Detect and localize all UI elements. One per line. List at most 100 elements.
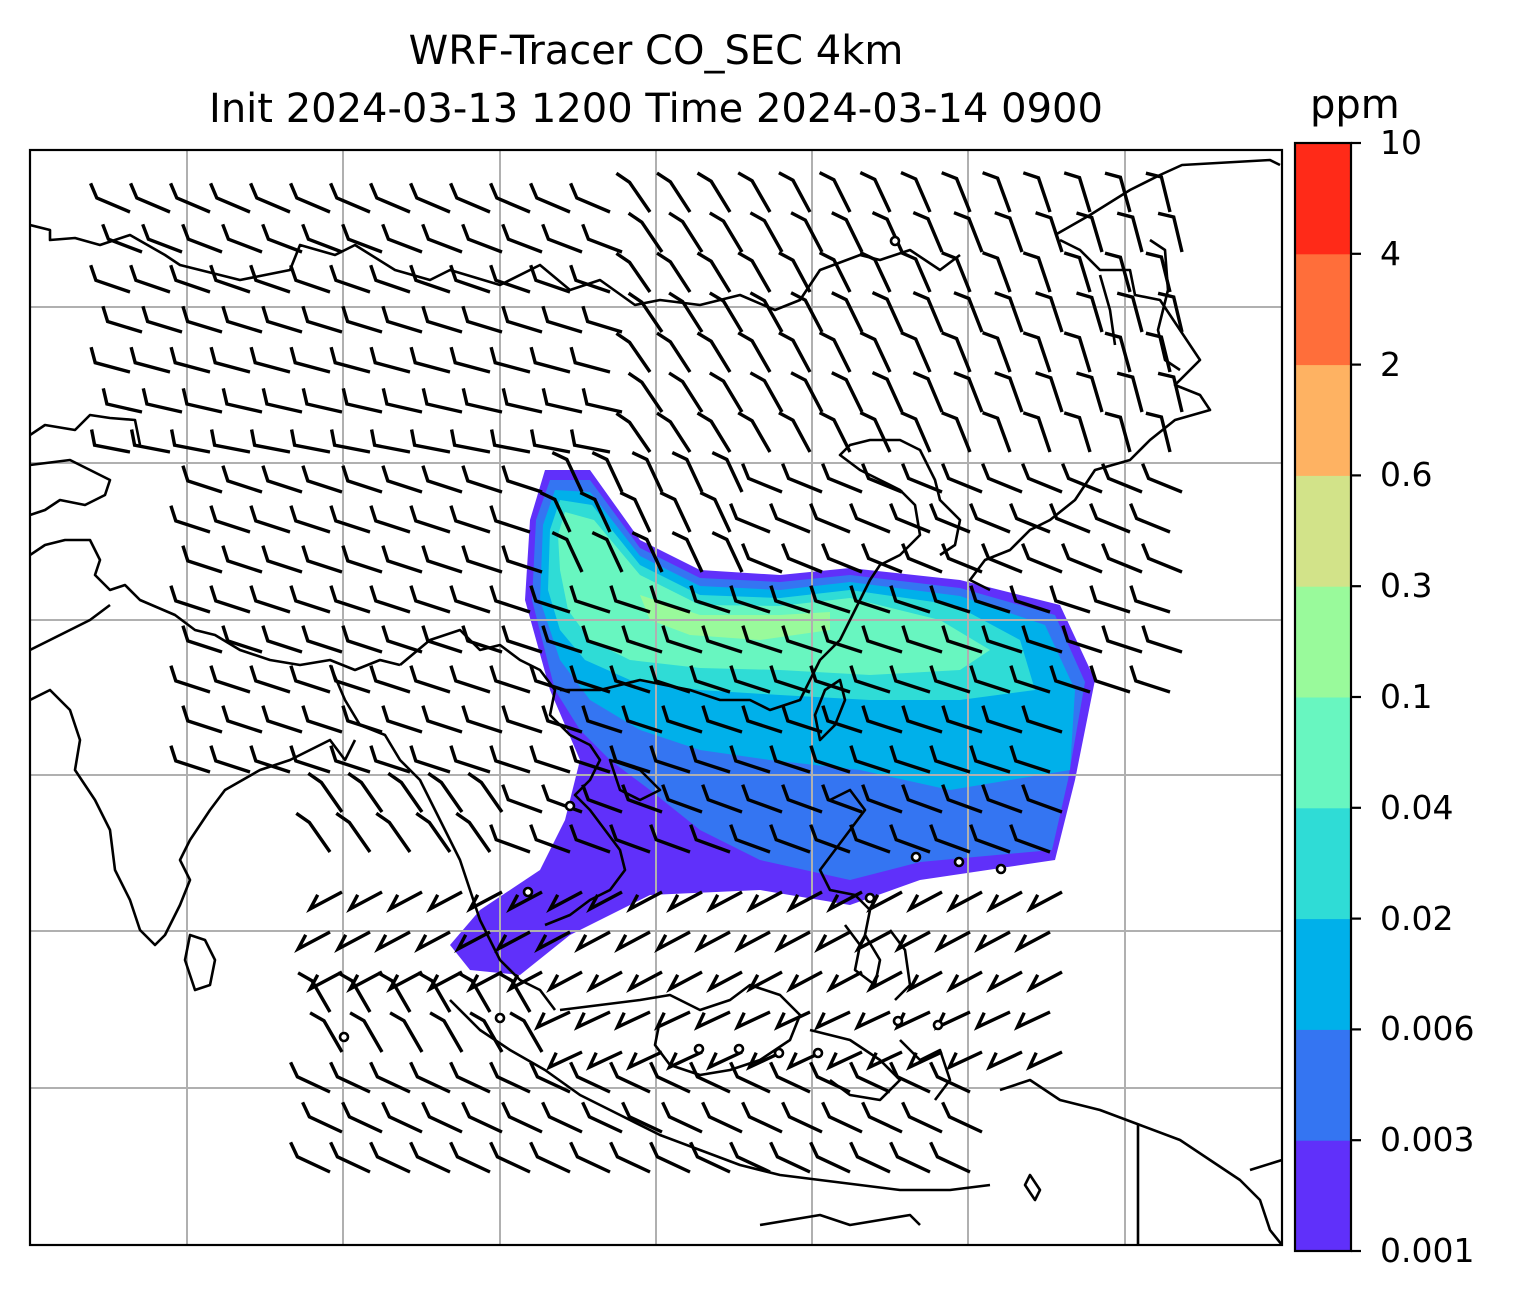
wind-barb — [169, 429, 211, 454]
wind-barb — [421, 305, 463, 334]
wind-barb — [661, 1101, 703, 1134]
wind-barb — [986, 890, 1023, 914]
wind-barb — [649, 745, 691, 774]
wind-barb — [981, 543, 1023, 574]
wind-barb — [1021, 543, 1063, 574]
wind-barb — [689, 665, 731, 694]
colorbar-segment — [1295, 475, 1351, 587]
wind-barb — [912, 371, 944, 413]
wind-barb — [769, 503, 811, 534]
wind-barb — [337, 971, 372, 1013]
wind-barb — [489, 824, 531, 854]
wind-barb — [1009, 745, 1051, 774]
wind-barb — [849, 585, 891, 614]
wind-barb — [818, 251, 852, 293]
wind-barb — [701, 1101, 743, 1134]
wind-barb — [666, 890, 703, 914]
wind-barb — [249, 182, 291, 214]
wind-barb — [859, 171, 892, 213]
wind-barb — [871, 371, 904, 413]
wind-barb — [181, 388, 223, 414]
wind-barb — [781, 463, 823, 494]
wind-barb — [449, 429, 491, 454]
wind-barb — [501, 625, 543, 654]
wind-barb — [609, 1141, 651, 1174]
wind-barb — [141, 305, 183, 334]
wind-barb — [982, 331, 1012, 373]
wind-barb — [429, 1011, 464, 1053]
wind-barb — [706, 970, 743, 994]
wind-barb — [773, 1010, 811, 1031]
wind-barb — [711, 451, 744, 493]
wind-barb — [409, 1061, 451, 1094]
wind-barb — [781, 784, 823, 814]
wind-barb — [614, 930, 651, 954]
wind-barb — [831, 371, 864, 413]
wind-barb — [449, 585, 491, 614]
wind-barb — [849, 503, 891, 534]
wind-barb — [1026, 890, 1063, 914]
wind-barb — [994, 291, 1024, 333]
wind-barb — [221, 625, 263, 654]
wind-barb — [329, 182, 371, 214]
wind-barb — [309, 1011, 344, 1053]
wind-barb — [261, 545, 303, 574]
wind-barb — [381, 388, 423, 414]
wind-barb — [449, 182, 491, 214]
wind-barb — [541, 1101, 583, 1134]
wind-barb — [746, 970, 783, 994]
wind-barb — [329, 429, 371, 454]
wind-barb — [1035, 371, 1064, 413]
wind-barb — [818, 411, 852, 453]
wind-barb — [381, 305, 423, 334]
wind-barb — [181, 625, 223, 654]
wind-barb — [221, 388, 263, 414]
wind-barb — [301, 223, 343, 254]
colorbar-tick-label: 0.3 — [1380, 566, 1433, 606]
wind-barb — [1141, 463, 1183, 494]
wind-barb — [871, 291, 904, 333]
wind-barb — [386, 970, 423, 994]
wind-barb — [581, 625, 623, 654]
wind-barb — [631, 531, 664, 573]
wind-barb — [469, 1011, 504, 1053]
wind-barb — [861, 1101, 903, 1134]
wind-barb — [545, 1050, 583, 1071]
wind-barb — [746, 890, 783, 914]
wind-barb — [769, 665, 811, 694]
wind-barb — [489, 745, 531, 774]
wind-barb — [221, 305, 263, 334]
wind-barb — [209, 264, 251, 294]
wind-barb — [1022, 251, 1052, 293]
colorbar-segment — [1295, 364, 1351, 476]
wind-barb — [585, 1050, 623, 1071]
wind-barb — [301, 465, 343, 494]
wind-barb — [1061, 543, 1103, 574]
wind-barb — [329, 346, 371, 374]
wind-barb — [294, 930, 331, 954]
wind-barb — [729, 745, 771, 774]
wind-barb — [427, 771, 464, 813]
wind-barb — [295, 811, 332, 853]
wind-barb — [461, 545, 503, 574]
wind-barb — [329, 585, 371, 614]
wind-barb — [261, 305, 303, 334]
wind-barb — [169, 505, 211, 534]
wind-barb — [659, 491, 692, 533]
wind-barb — [1141, 543, 1183, 574]
wind-barb — [169, 585, 211, 614]
wind-barb — [831, 211, 864, 253]
wind-barb — [386, 890, 423, 914]
wind-barb — [169, 745, 211, 774]
wind-barb — [501, 545, 543, 574]
wind-barb — [569, 182, 611, 214]
wind-barb — [1145, 331, 1172, 373]
wind-barb — [506, 970, 543, 994]
wind-barb — [249, 665, 291, 694]
wind-barb — [627, 371, 664, 413]
wind-barb — [729, 1141, 771, 1174]
wind-barb — [994, 211, 1024, 253]
wind-barb — [749, 291, 784, 333]
wind-barb — [790, 291, 824, 333]
wind-barb — [621, 784, 663, 814]
